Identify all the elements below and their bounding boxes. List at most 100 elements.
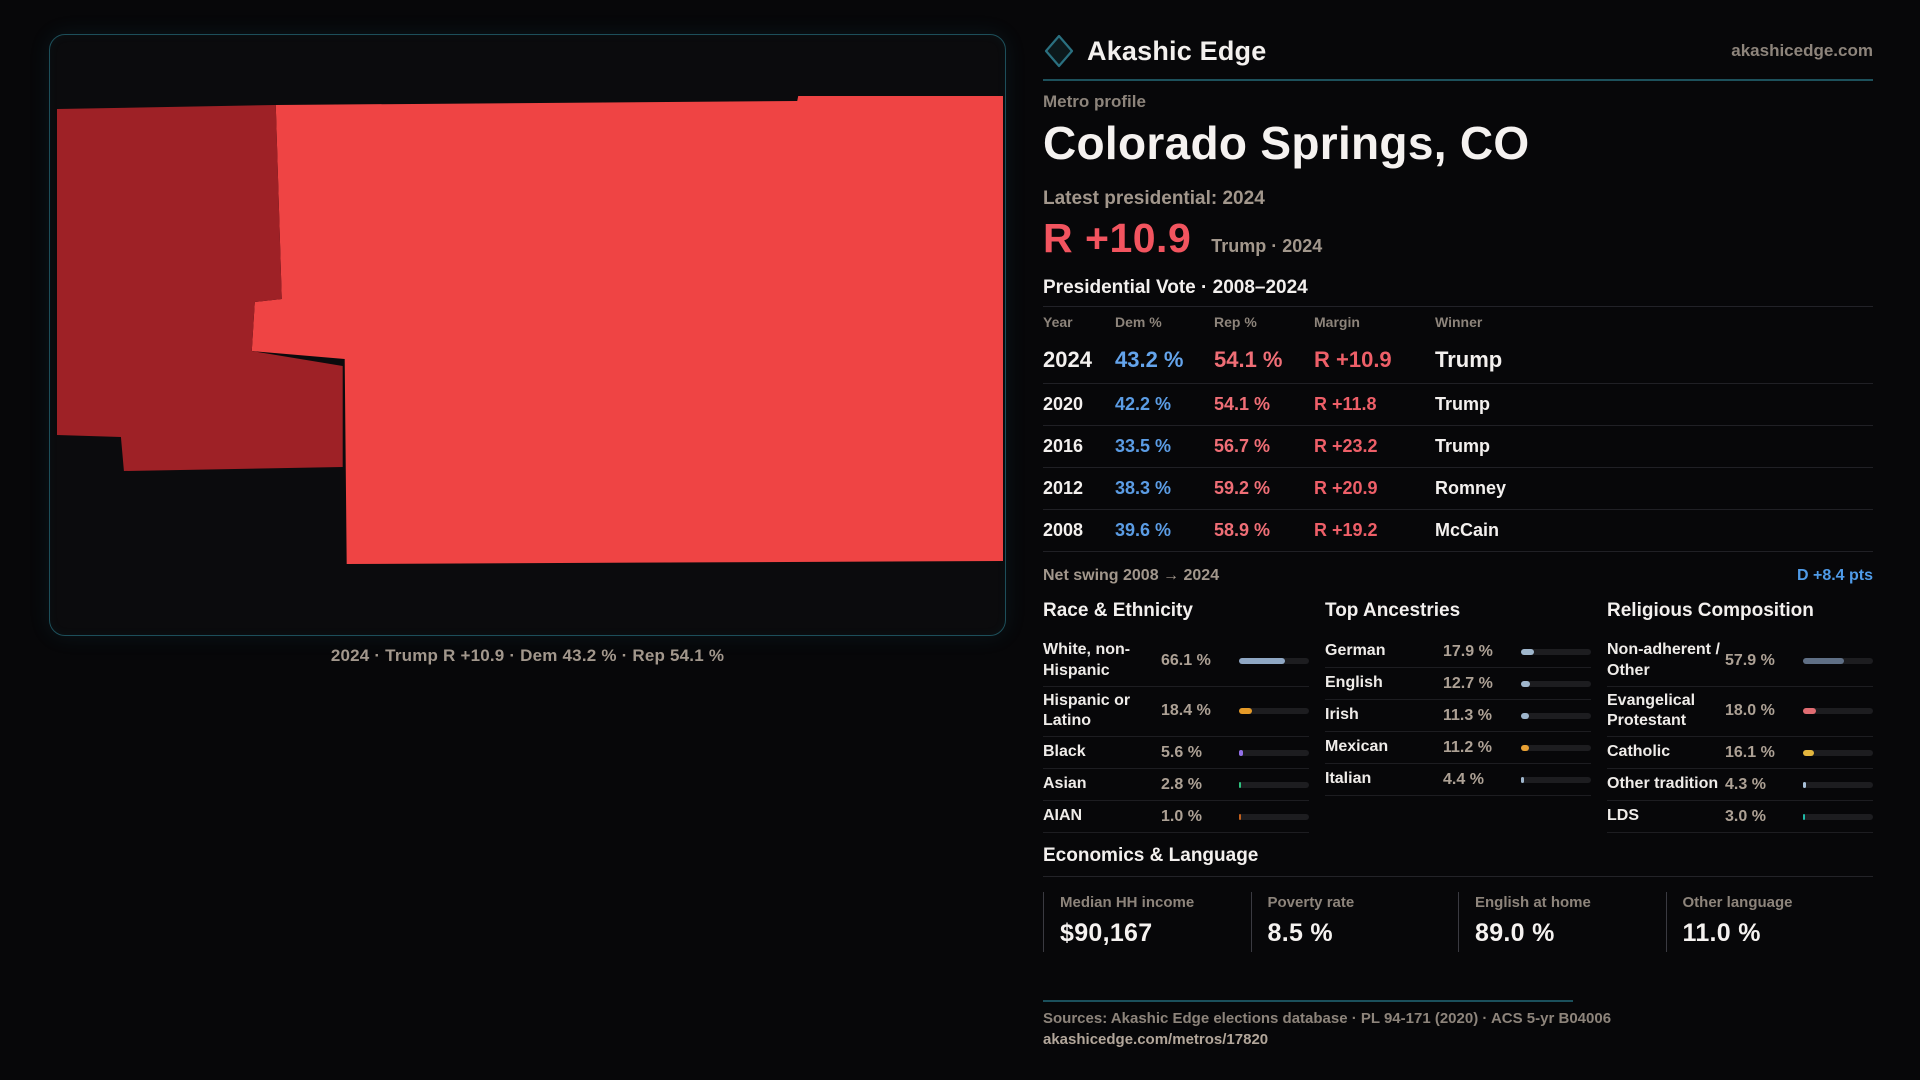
demo-value: 5.6 %	[1161, 743, 1202, 761]
stat-value: $90,167	[1060, 919, 1153, 947]
demo-value: 18.0 %	[1725, 702, 1775, 720]
brand-name: Akashic Edge	[1087, 35, 1267, 66]
map-region-lean-rep[interactable]	[56, 105, 343, 471]
demo-value: 11.3 %	[1443, 706, 1492, 724]
dem-cell: 33.5 %	[1115, 436, 1172, 456]
col-winner: Winner	[1435, 313, 1483, 330]
demo-bar-track	[1521, 712, 1591, 719]
demo-bar-track	[1803, 708, 1873, 715]
demo-bar-track	[1521, 744, 1591, 751]
margin-cell: R +19.2	[1314, 520, 1378, 540]
demo-row: Mexican 11.2 %	[1325, 732, 1591, 764]
stat-card: Median HH income $90,167	[1043, 892, 1251, 952]
site-domain-link[interactable]: akashicedge.com	[1731, 41, 1873, 60]
dem-cell: 42.2 %	[1115, 394, 1172, 414]
year-cell: 2024	[1043, 346, 1092, 372]
demo-bar-fill	[1803, 781, 1806, 788]
brand-header: Akashic Edge akashicedge.com	[1043, 30, 1873, 72]
footer-divider	[1043, 1000, 1573, 1002]
vote-table-row: 2012 38.3 % 59.2 % R +20.9 Romney	[1043, 468, 1873, 510]
demo-label: White, non-Hispanic	[1043, 641, 1131, 679]
col-year: Year	[1043, 313, 1073, 330]
demo-value: 66.1 %	[1161, 651, 1211, 669]
stat-card: Poverty rate 8.5 %	[1250, 892, 1459, 952]
demo-label: Other tradition	[1607, 775, 1719, 793]
map-region-strong-rep[interactable]	[251, 96, 1004, 564]
demo-bar-track	[1239, 708, 1309, 715]
demo-bar-track	[1803, 657, 1873, 664]
vote-table-row: 2020 42.2 % 54.1 % R +11.8 Trump	[1043, 384, 1873, 426]
diamond-icon	[1044, 34, 1074, 68]
demo-value: 1.0 %	[1161, 807, 1202, 825]
rep-cell: 59.2 %	[1214, 478, 1271, 498]
map-panel	[49, 34, 1006, 636]
dem-cell: 39.6 %	[1115, 520, 1172, 540]
demo-label: AIAN	[1043, 807, 1083, 825]
demo-bar-fill	[1521, 648, 1534, 655]
demo-row: German 17.9 %	[1325, 636, 1591, 668]
demo-label: Italian	[1325, 770, 1372, 788]
rep-cell: 54.1 %	[1214, 346, 1283, 372]
demo-bar-fill	[1239, 813, 1241, 820]
vote-table-title: Presidential Vote · 2008–2024	[1043, 277, 1308, 298]
vote-table-body: 2024 43.2 % 54.1 % R +10.9 Trump 2020 42…	[1043, 336, 1873, 552]
demographics-columns: Race & Ethnicity White, non-Hispanic 66.…	[1043, 600, 1873, 834]
demo-value: 3.0 %	[1725, 807, 1766, 825]
vote-table-row: 2008 39.6 % 58.9 % R +19.2 McCain	[1043, 510, 1873, 552]
demo-row: Other tradition 4.3 %	[1607, 769, 1873, 802]
demo-column-title: Top Ancestries	[1325, 600, 1461, 621]
dem-cell: 43.2 %	[1115, 346, 1184, 372]
demo-bar-track	[1239, 749, 1309, 756]
winner-cell: Trump	[1435, 436, 1491, 456]
vote-table-row: 2016 33.5 % 56.7 % R +23.2 Trump	[1043, 426, 1873, 468]
winner-cell: Trump	[1435, 394, 1491, 414]
stat-label: Other language	[1682, 894, 1793, 911]
demo-column: Religious Composition Non-adherent / Oth…	[1607, 600, 1873, 834]
demo-bar-fill	[1521, 680, 1530, 687]
demo-bar-fill	[1239, 708, 1252, 715]
vote-table-row: 2024 43.2 % 54.1 % R +10.9 Trump	[1043, 336, 1873, 384]
permalink-link[interactable]: akashicedge.com/metros/17820	[1043, 1031, 1269, 1048]
vote-table-header: Year Dem % Rep % Margin Winner	[1043, 306, 1873, 336]
latest-margin-row: R +10.9 Trump · 2024	[1043, 215, 1873, 262]
demo-column-title: Race & Ethnicity	[1043, 600, 1193, 621]
year-cell: 2016	[1043, 436, 1084, 456]
demo-value: 12.7 %	[1443, 674, 1493, 692]
winner-cell: Trump	[1435, 346, 1503, 372]
demo-bar-track	[1803, 781, 1873, 788]
sources-text: Sources: Akashic Edge elections database…	[1043, 1010, 1612, 1027]
header-divider	[1043, 79, 1873, 81]
demo-label: Irish	[1325, 706, 1359, 724]
demo-value: 17.9 %	[1443, 642, 1493, 660]
year-cell: 2012	[1043, 478, 1084, 498]
demo-bar-track	[1803, 813, 1873, 820]
demo-bar-fill	[1239, 781, 1241, 788]
demo-bar-fill	[1803, 813, 1806, 820]
latest-margin-detail: Trump · 2024	[1211, 236, 1323, 256]
rep-cell: 54.1 %	[1214, 394, 1271, 414]
demo-value: 18.4 %	[1161, 702, 1211, 720]
demo-column: Top Ancestries German 17.9 % English 12.…	[1325, 600, 1591, 833]
demo-label: Catholic	[1607, 743, 1671, 761]
demo-label: Mexican	[1325, 738, 1389, 756]
map-caption: 2024 · Trump R +10.9 · Dem 43.2 % · Rep …	[330, 646, 725, 665]
winner-cell: Romney	[1435, 478, 1507, 498]
demo-column: Race & Ethnicity White, non-Hispanic 66.…	[1043, 600, 1309, 834]
demo-label: Hispanic or Latino	[1043, 691, 1131, 730]
demo-label: Black	[1043, 743, 1086, 761]
net-swing-label: Net swing 2008 → 2024	[1043, 567, 1220, 584]
demo-row: Asian 2.8 %	[1043, 769, 1309, 802]
vote-table: Year Dem % Rep % Margin Winner 2024 43.2…	[1043, 306, 1873, 552]
demo-row: English 12.7 %	[1325, 668, 1591, 700]
demo-label: Non-adherent / Other	[1607, 641, 1720, 679]
margin-cell: R +23.2	[1314, 436, 1378, 456]
demo-row: LDS 3.0 %	[1607, 801, 1873, 834]
demo-label: LDS	[1607, 807, 1639, 825]
demo-bar-track	[1803, 749, 1873, 756]
stat-value: 11.0 %	[1682, 919, 1761, 947]
col-rep: Rep %	[1214, 313, 1257, 330]
stat-value: 89.0 %	[1475, 919, 1555, 947]
demo-bar-fill	[1803, 657, 1844, 664]
demo-bar-track	[1521, 680, 1591, 687]
demo-bar-track	[1521, 776, 1591, 783]
